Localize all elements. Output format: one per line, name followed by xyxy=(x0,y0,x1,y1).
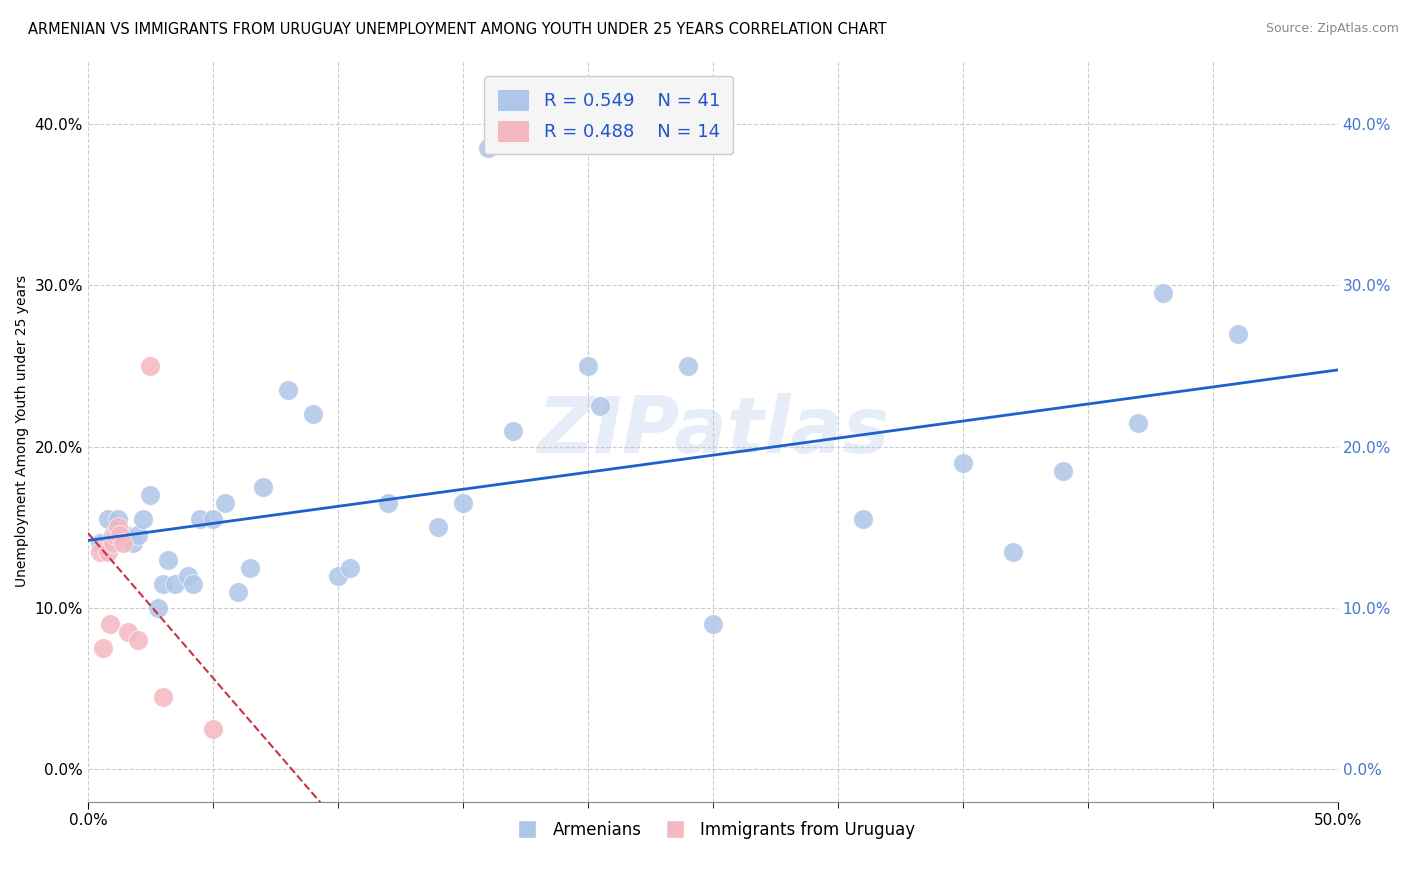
Point xyxy=(127,528,149,542)
Point xyxy=(139,488,162,502)
Point xyxy=(152,690,174,704)
Point xyxy=(214,496,236,510)
Point xyxy=(181,577,204,591)
Point xyxy=(502,424,524,438)
Point xyxy=(302,408,325,422)
Point xyxy=(122,536,145,550)
Point xyxy=(239,560,262,574)
Point xyxy=(1152,286,1174,301)
Point xyxy=(252,480,274,494)
Point xyxy=(1226,326,1249,341)
Point xyxy=(952,456,974,470)
Point xyxy=(377,496,399,510)
Point xyxy=(576,359,599,373)
Point xyxy=(165,577,187,591)
Point xyxy=(117,625,139,640)
Point xyxy=(97,544,120,558)
Point xyxy=(139,359,162,373)
Y-axis label: Unemployment Among Youth under 25 years: Unemployment Among Youth under 25 years xyxy=(15,275,30,587)
Point xyxy=(89,536,111,550)
Point xyxy=(104,528,127,542)
Point xyxy=(1052,464,1074,478)
Point xyxy=(97,512,120,526)
Point xyxy=(89,544,111,558)
Point xyxy=(277,384,299,398)
Text: ARMENIAN VS IMMIGRANTS FROM URUGUAY UNEMPLOYMENT AMONG YOUTH UNDER 25 YEARS CORR: ARMENIAN VS IMMIGRANTS FROM URUGUAY UNEM… xyxy=(28,22,887,37)
Point xyxy=(177,568,200,582)
Point xyxy=(326,568,349,582)
Point xyxy=(111,536,134,550)
Point xyxy=(676,359,699,373)
Point xyxy=(107,512,129,526)
Point xyxy=(589,400,612,414)
Point xyxy=(852,512,875,526)
Point xyxy=(451,496,474,510)
Point xyxy=(114,528,136,542)
Point xyxy=(477,141,499,155)
Point xyxy=(101,536,124,550)
Text: Source: ZipAtlas.com: Source: ZipAtlas.com xyxy=(1265,22,1399,36)
Point xyxy=(110,528,132,542)
Point xyxy=(426,520,449,534)
Point xyxy=(146,601,169,615)
Point xyxy=(1001,544,1024,558)
Point xyxy=(201,722,224,736)
Point xyxy=(156,552,179,566)
Text: ZIPatlas: ZIPatlas xyxy=(537,392,889,468)
Point xyxy=(190,512,212,526)
Point xyxy=(132,512,155,526)
Point xyxy=(91,641,114,656)
Point xyxy=(201,512,224,526)
Point xyxy=(100,617,122,632)
Point xyxy=(152,577,174,591)
Point xyxy=(101,528,124,542)
Point xyxy=(1126,416,1149,430)
Point xyxy=(339,560,361,574)
Point xyxy=(702,617,724,632)
Point xyxy=(226,585,249,599)
Point xyxy=(107,520,129,534)
Point xyxy=(127,633,149,648)
Legend: Armenians, Immigrants from Uruguay: Armenians, Immigrants from Uruguay xyxy=(503,814,921,846)
